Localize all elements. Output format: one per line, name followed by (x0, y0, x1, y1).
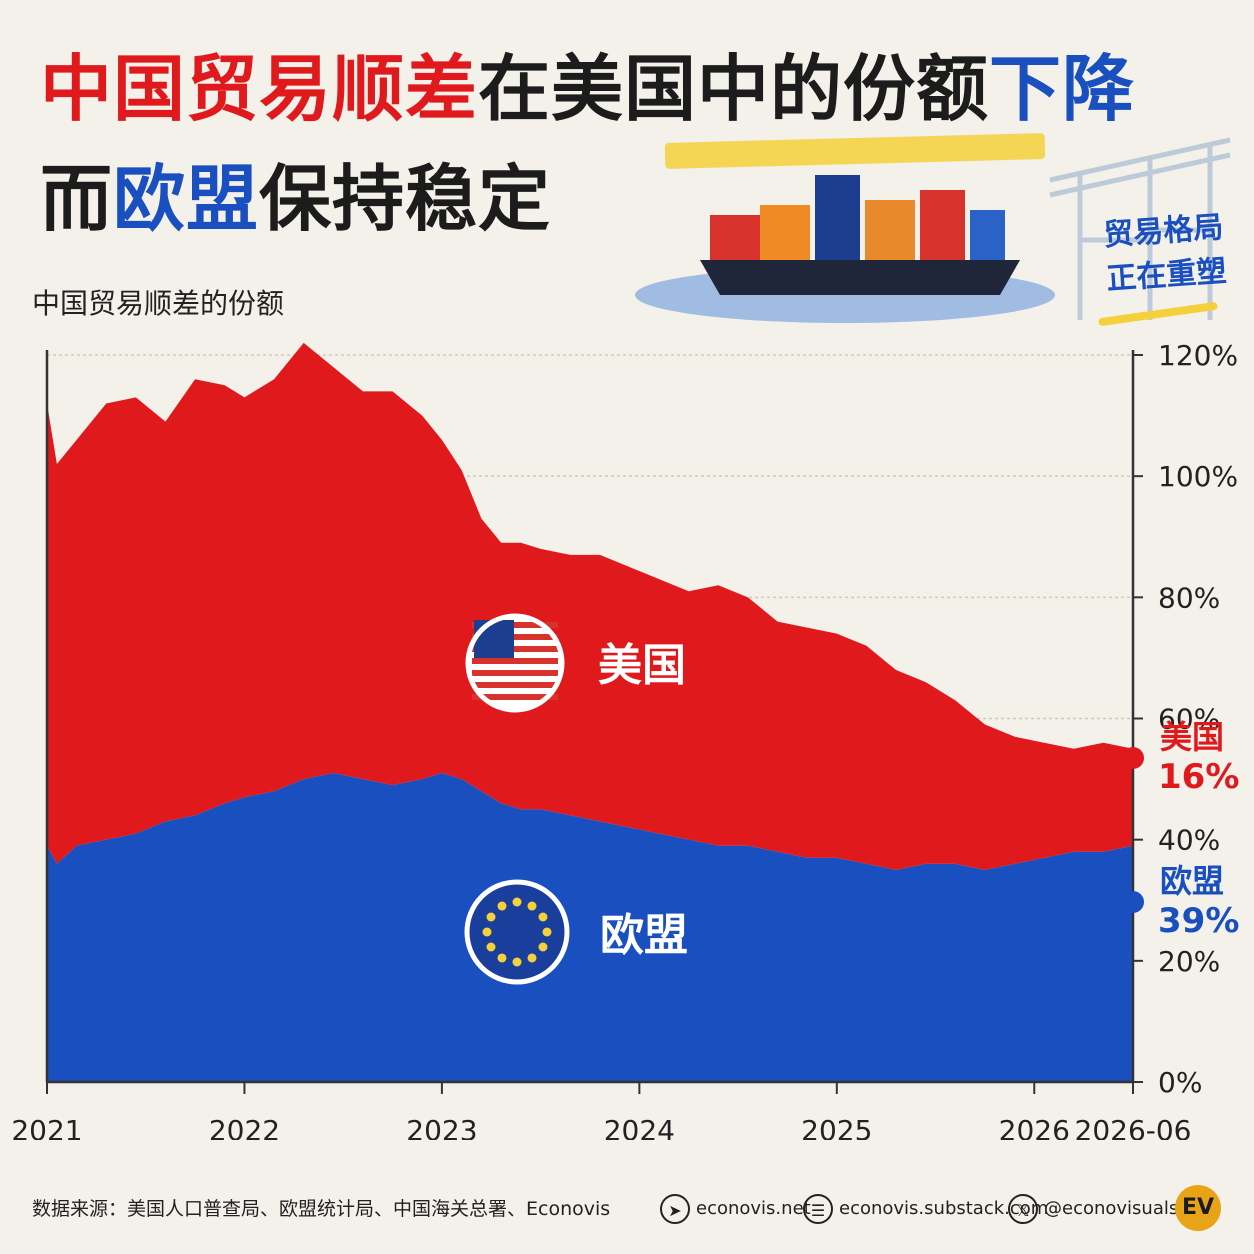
x-tick-label: 2024 (604, 1114, 675, 1140)
axes: 0% 20% 40% 60% 80% 100% 120% 2021 2022 2023 2024 20… (11, 339, 1238, 1140)
end-label-name: 欧盟 (1160, 862, 1224, 900)
title-line-1: 中国贸易顺差在美国中的份额下降 (40, 30, 1135, 135)
end-label-value: 16% (1158, 757, 1239, 797)
twitter-text: @econovisuals (1044, 1198, 1179, 1219)
y-tick-label: 20% (1158, 945, 1220, 978)
x-tick-label: 2022 (209, 1114, 280, 1140)
y-tick-label: 120% (1158, 339, 1238, 372)
y-tick-label: 0% (1158, 1066, 1202, 1099)
area-us (47, 342, 1133, 870)
area-chart: 0% 20% 40% 60% 80% 100% 120% 2021 2022 2023 2024 20… (11, 339, 1239, 1140)
substack-link[interactable]: ☰ econovis.substack.com (803, 1194, 1048, 1224)
econovis-logo: EV (1175, 1185, 1221, 1231)
chart-subtitle: 中国贸易顺差的份额 (32, 287, 285, 320)
x-tick-label: 2023 (406, 1114, 477, 1140)
y-tick-label: 100% (1158, 460, 1238, 493)
substack-text: econovis.substack.com (839, 1198, 1049, 1219)
trade-badge: 贸易格局 正在重塑 (1102, 206, 1228, 302)
title-dark-part-2: 而 (40, 157, 114, 241)
title-dark-part: 在美国中的份额 (478, 47, 990, 131)
twitter-link[interactable]: 𝕏 @econovisuals (1008, 1194, 1178, 1224)
x-tick-label: 2026 (999, 1114, 1070, 1140)
title-blue-part-2: 欧盟 (113, 157, 260, 241)
end-label-value: 39% (1158, 901, 1239, 941)
newsletter-icon: ☰ (803, 1194, 833, 1224)
us-flag-icon (465, 613, 565, 713)
x-tick-label: 2021 (11, 1114, 82, 1140)
crane-icon (1049, 137, 1231, 320)
cargo-ship-illustration (635, 137, 1231, 323)
end-marker (1122, 747, 1144, 769)
website-text: econovis.net (696, 1198, 811, 1219)
area-label-eu: 欧盟 (600, 910, 688, 961)
title-line-2: 而欧盟保持稳定 (40, 140, 551, 245)
end-label-name: 美国 (1160, 718, 1224, 756)
area-eu (47, 773, 1133, 1082)
eu-flag-icon (464, 879, 570, 985)
website-link[interactable]: ➤ econovis.net (660, 1194, 811, 1224)
area-label-us: 美国 (598, 640, 686, 691)
y-tick-label: 40% (1158, 824, 1220, 857)
y-tick-label: 80% (1158, 581, 1220, 614)
title-blue-part: 下降 (989, 47, 1136, 131)
end-marker (1122, 891, 1144, 913)
y-tick-label: 60% (1158, 703, 1220, 736)
title-dark-part-3: 保持稳定 (259, 157, 552, 241)
x-tick-label: 2026-06 (1075, 1114, 1192, 1140)
cursor-icon: ➤ (660, 1194, 690, 1224)
source-note: 数据来源：美国人口普查局、欧盟统计局、中国海关总署、Econovis (32, 1198, 611, 1220)
title-red-part: 中国贸易顺差 (40, 47, 479, 131)
x-tick-label: 2025 (801, 1114, 872, 1140)
x-logo-icon: 𝕏 (1008, 1194, 1038, 1224)
badge-line-2: 正在重塑 (1105, 253, 1228, 298)
